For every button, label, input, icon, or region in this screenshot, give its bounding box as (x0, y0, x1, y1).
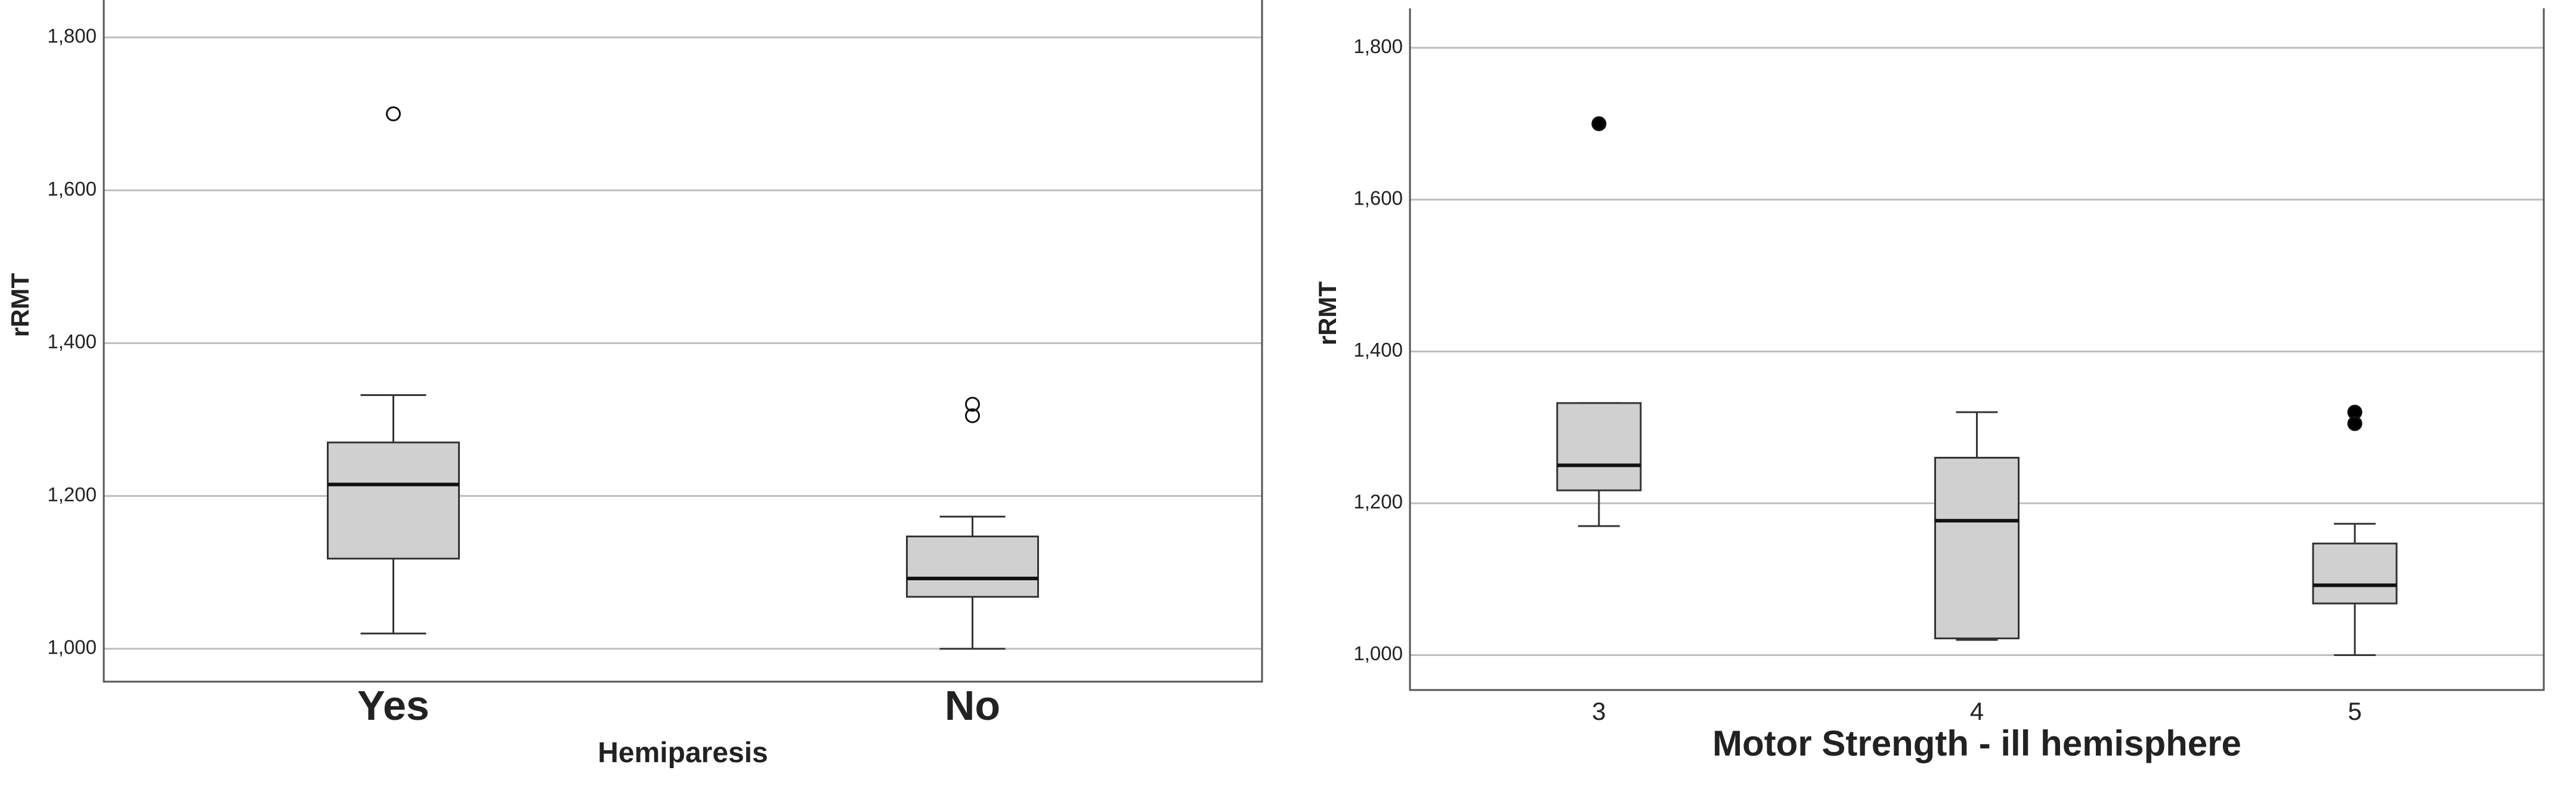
y-tick-label: 1,000 (1353, 642, 1403, 664)
y-tick-label: 1,000 (47, 636, 97, 658)
category-label: 3 (1592, 697, 1606, 725)
x-axis-label: Motor Strength - ill hemisphere (1712, 723, 2241, 763)
axis-frame (1409, 8, 2545, 691)
outlier (386, 106, 401, 122)
x-axis-label: Hemiparesis (598, 737, 768, 769)
y-axis-label: rRMT (6, 273, 34, 338)
box (327, 441, 460, 560)
outlier (965, 408, 980, 423)
y-tick-label: 1,600 (1353, 187, 1403, 209)
box (1934, 457, 2020, 639)
box-plot: 1,000 1,200 1,400 1,600 1,800 rRMT Motor Stren… (1313, 8, 2545, 763)
y-tick-label: 1,800 (47, 25, 97, 47)
outlier (2347, 416, 2362, 431)
category-label: 4 (1970, 697, 1984, 725)
box (906, 536, 1039, 598)
box (2312, 542, 2398, 605)
y-tick-label: 1,400 (1353, 339, 1403, 361)
y-tick-label: 1,200 (47, 483, 97, 505)
y-tick-label: 1,200 (1353, 491, 1403, 513)
box (1556, 402, 1642, 491)
y-tick-label: 1,400 (47, 330, 97, 352)
y-tick-label: 1,800 (1353, 35, 1403, 57)
category-label: No (945, 682, 1000, 729)
outlier (965, 397, 980, 412)
outlier (1591, 116, 1607, 131)
box-plot: 1,000 1,200 1,400 1,600 1,800 rRMT Hemiparesis… (6, 0, 1263, 769)
y-axis-label: rRMT (1313, 281, 1341, 346)
axis-frame (103, 0, 1263, 683)
y-tick-label: 1,600 (47, 178, 97, 200)
category-label: Yes (357, 682, 429, 729)
category-label: 5 (2348, 697, 2361, 725)
